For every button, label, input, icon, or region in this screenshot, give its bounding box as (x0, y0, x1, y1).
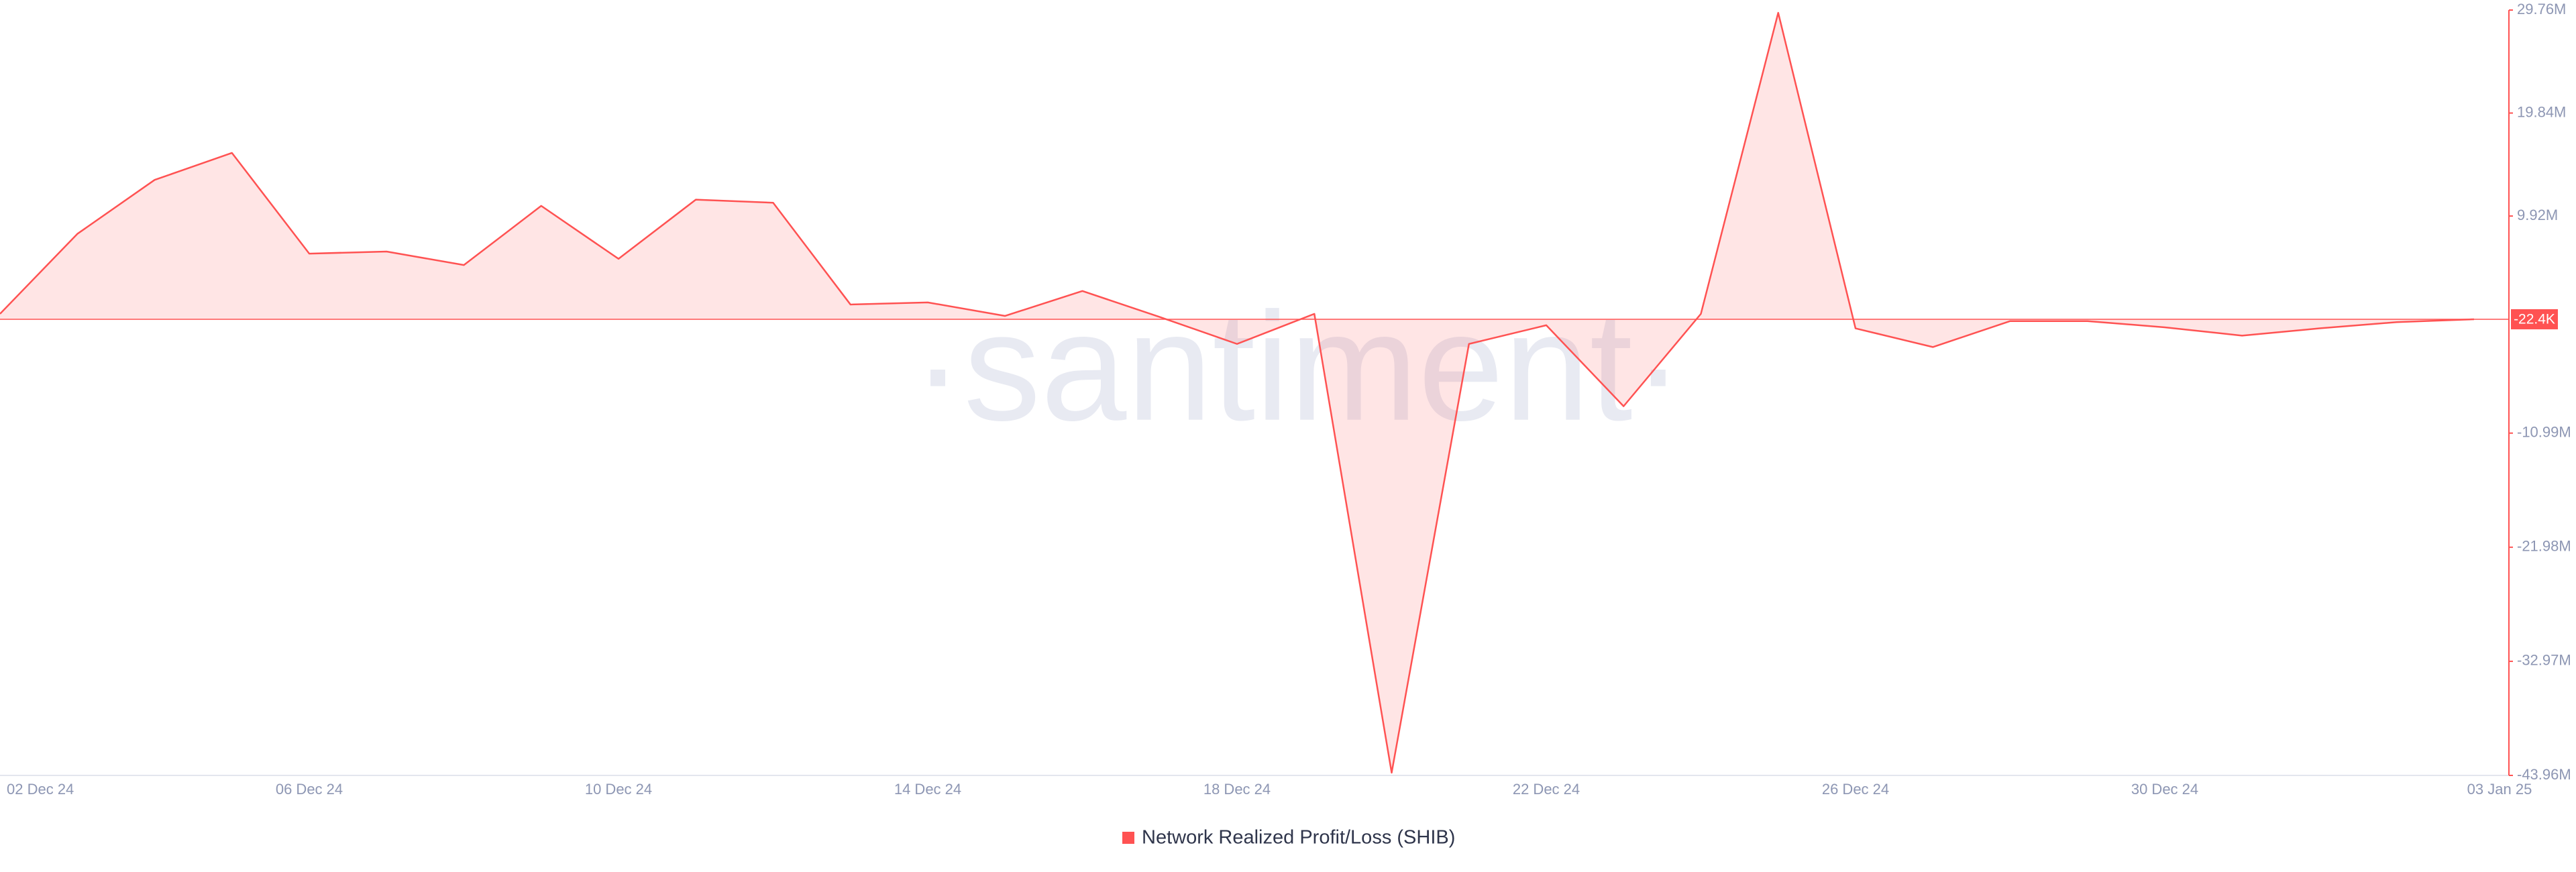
x-tick-label: 06 Dec 24 (276, 781, 343, 798)
legend-swatch (1122, 832, 1134, 844)
x-tick-label: 30 Dec 24 (2131, 781, 2198, 798)
x-tick-label: 02 Dec 24 (7, 781, 74, 798)
y-tick-label: -10.99M (2517, 424, 2571, 441)
y-tick-label: -32.97M (2517, 652, 2571, 669)
x-tick-label: 18 Dec 24 (1203, 781, 1271, 798)
x-tick-label: 22 Dec 24 (1513, 781, 1580, 798)
x-tick-label: 26 Dec 24 (1822, 781, 1889, 798)
watermark: ·santiment· (912, 280, 1684, 453)
y-tick-label: 29.76M (2517, 1, 2566, 17)
y-tick-label: 19.84M (2517, 103, 2566, 120)
y-tick-label: -21.98M (2517, 538, 2571, 555)
x-tick-label: 14 Dec 24 (894, 781, 961, 798)
current-value-label: -22.4K (2514, 312, 2555, 327)
line (0, 11, 2475, 774)
y-tick-label: 9.92M (2517, 207, 2558, 223)
current-value-box (2511, 309, 2558, 329)
y-tick-label: -43.96M (2517, 766, 2571, 783)
x-tick-label: 10 Dec 24 (585, 781, 652, 798)
legend-label: Network Realized Profit/Loss (SHIB) (1142, 827, 1455, 849)
x-tick-label: 03 Jan 25 (2467, 781, 2532, 798)
